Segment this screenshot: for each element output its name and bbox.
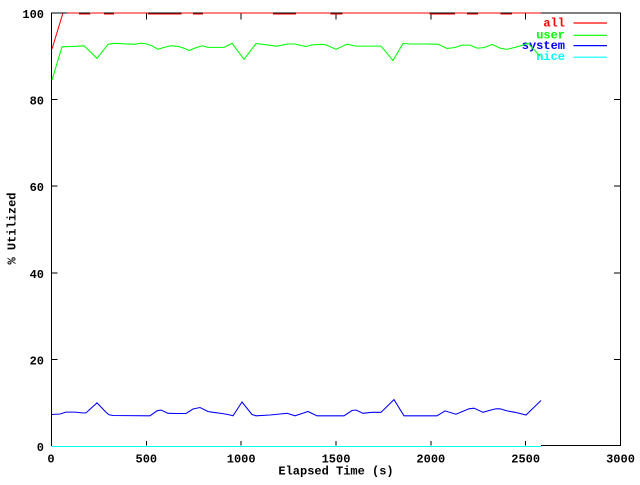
svg-text:3000: 3000 <box>606 452 635 466</box>
svg-text:user: user <box>536 28 565 42</box>
svg-text:% Utilized: % Utilized <box>5 192 19 264</box>
svg-text:60: 60 <box>30 181 44 195</box>
svg-text:40: 40 <box>30 268 44 282</box>
svg-text:0: 0 <box>37 441 44 455</box>
svg-text:nice: nice <box>536 50 565 64</box>
svg-text:Elapsed Time (s): Elapsed Time (s) <box>278 465 393 479</box>
svg-text:1000: 1000 <box>227 452 256 466</box>
svg-text:system: system <box>522 39 565 53</box>
svg-text:2500: 2500 <box>511 452 540 466</box>
svg-text:80: 80 <box>30 95 44 109</box>
svg-text:0: 0 <box>47 452 54 466</box>
svg-text:500: 500 <box>136 452 158 466</box>
svg-text:all: all <box>543 16 565 30</box>
svg-text:1500: 1500 <box>322 452 351 466</box>
svg-text:2000: 2000 <box>416 452 445 466</box>
svg-text:100: 100 <box>22 8 44 22</box>
svg-text:20: 20 <box>30 354 44 368</box>
